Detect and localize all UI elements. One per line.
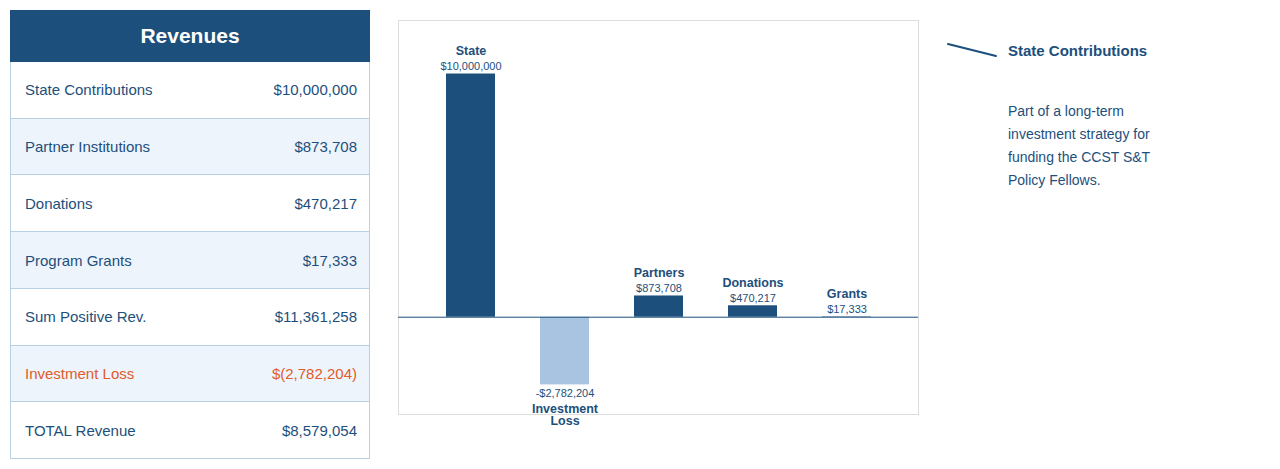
html-text:Revenues: Revenues (140, 24, 240, 47)
html-text:Part of a long-term investment: Part of a long-term investment strategy … (1008, 103, 1151, 189)
svg-text:$470,217: $470,217 (730, 292, 776, 304)
html-text:State Contributions: State Contributions (1008, 41, 1148, 59)
svg-text:Partners: Partners (634, 266, 685, 280)
svg-text:Grants: Grants (827, 287, 867, 301)
html-text:$8,579,054: $8,579,054 (281, 421, 357, 439)
html-text:$10,000,000: $10,000,000 (273, 81, 357, 99)
svg-text:-$2,782,204: -$2,782,204 (536, 387, 595, 399)
html-text:Program Grants: Program Grants (25, 251, 132, 269)
html-text:Investment Loss: Investment Loss (25, 365, 135, 382)
html-text:$11,361,258: $11,361,258 (274, 308, 357, 326)
html-text:State Contributions: State Contributions (25, 81, 153, 99)
svg-text:$17,333: $17,333 (827, 303, 867, 315)
html-text:$17,333: $17,333 (302, 251, 357, 269)
svg-text:InvestmentLoss: InvestmentLoss (532, 402, 599, 429)
svg-text:State: State (456, 44, 487, 58)
svg-text:$873,708: $873,708 (636, 282, 682, 294)
html-text:$(2,782,204): $(2,782,204) (271, 365, 357, 382)
html-text:Partner Institutions: Partner Institutions (25, 138, 151, 156)
svg-text:$10,000,000: $10,000,000 (440, 60, 501, 72)
html-text:TOTAL Revenue: TOTAL Revenue (25, 421, 136, 439)
html-text:Donations: Donations (25, 194, 93, 212)
html-text:$873,708: $873,708 (294, 138, 357, 156)
html-text:Sum Positive Rev.: Sum Positive Rev. (25, 308, 147, 326)
svg-text:Donations: Donations (722, 276, 783, 290)
html-text:$470,217: $470,217 (294, 194, 357, 212)
